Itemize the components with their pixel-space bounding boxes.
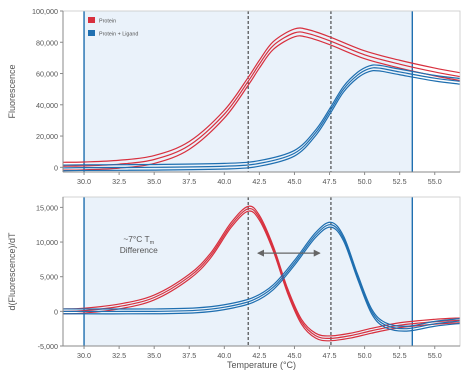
chart-panel-2: -5,000 0 5,000 10,000 15,000 30.0 32.5 35.0 37.5… [7,196,461,370]
y-tick-label: 15,000 [36,203,58,212]
x-tick-label: 55.0 [428,177,442,186]
x-tick-label: 32.5 [112,351,126,360]
x-tick-label: 50.0 [358,177,372,186]
y-tick-label: 40,000 [36,101,58,110]
x-tick-label: 37.5 [182,351,196,360]
x-tick-label: 47.5 [323,351,337,360]
series-line-protein [63,207,460,339]
y-tick-label: 10,000 [36,238,58,247]
series-line-protein-ligand [63,224,460,330]
legend-label: Protein + Ligand [99,32,138,38]
series-line-protein-ligand [63,64,460,166]
y-tick-label: 5,000 [40,273,58,282]
y-tick-label: 60,000 [36,70,58,79]
x-tick-label: 30.0 [77,351,91,360]
series-line-protein-ligand [63,69,460,172]
x-tick-label: 52.5 [393,351,407,360]
x-axis-label: Temperature (°C) [227,360,296,370]
legend-swatch [88,30,95,36]
y-tick-label: 80,000 [36,38,58,47]
legend: Protein Protein + Ligand [88,17,138,38]
chart-panel-1: 0 20,000 40,000 60,000 80,000 100,000 30.0 32.5… [7,7,461,186]
y-tick-label: 20,000 [36,132,58,141]
x-tick-label: 45.0 [287,351,301,360]
x-tick-label: 55.0 [428,351,442,360]
x-tick-label: 37.5 [182,177,196,186]
shaded-region [84,197,413,346]
x-tick-label: 42.5 [252,177,266,186]
series-group [63,27,460,172]
y-tick-label: -5,000 [38,342,58,351]
annotation-line-2: Difference [120,245,158,255]
y-tick-label: 0 [54,307,58,316]
series-line-protein-ligand [63,67,460,169]
x-tick-label: 32.5 [112,177,126,186]
x-tick-label: 35.0 [147,177,161,186]
legend-swatch [88,17,95,23]
x-tick-label: 30.0 [77,177,91,186]
x-tick-label: 47.5 [323,177,337,186]
y-tick-label: 100,000 [32,7,58,16]
series-line-protein [63,205,460,337]
x-tick-label: 40.0 [217,351,231,360]
y-axis-label: Fluorescence [7,64,17,118]
series-line-protein [63,35,460,171]
legend-label: Protein [99,19,116,25]
series-line-protein-ligand [63,221,460,327]
x-tick-label: 40.0 [217,177,231,186]
y-tick-label: 0 [54,163,58,172]
series-line-protein [63,27,460,163]
annotation-line-1: ~7°C Tm [123,234,154,246]
series-line-protein [63,31,460,167]
x-tick-label: 42.5 [252,351,266,360]
y-axis-label: d(Fluorescence)/dT [7,232,17,311]
x-tick-label: 52.5 [393,177,407,186]
x-tick-label: 35.0 [147,351,161,360]
x-tick-label: 50.0 [358,351,372,360]
x-tick-label: 45.0 [287,177,301,186]
series-line-protein-ligand [63,226,460,332]
